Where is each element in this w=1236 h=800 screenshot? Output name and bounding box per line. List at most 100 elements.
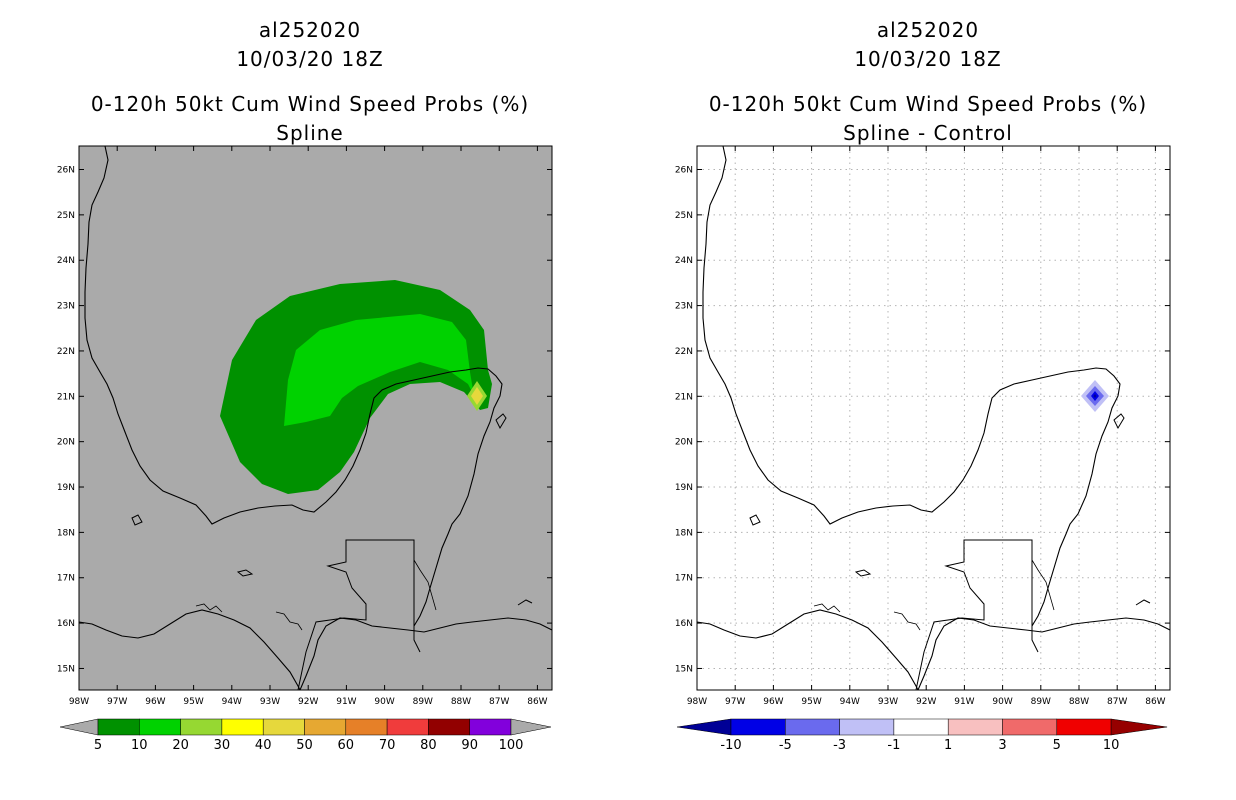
lon-label: 96W	[145, 697, 165, 707]
right-datetime: 10/03/20 18Z	[854, 47, 1002, 71]
colorbar-swatch	[345, 718, 388, 736]
lat-label: 17N	[57, 574, 75, 584]
lon-label: 87W	[489, 697, 509, 707]
left-axis-ticks	[78, 146, 552, 690]
colorbar-label: 10	[131, 738, 148, 753]
colorbar-label: -5	[779, 738, 792, 753]
lat-label: 25N	[675, 211, 693, 221]
right-map-panel: 26N 25N 24N 23N 22N 21N 20N 19N 18N 17N 16N 15N 98W…	[675, 145, 1171, 707]
left-storm-id: al252020	[258, 18, 362, 42]
colorbar-swatch	[893, 718, 949, 736]
right-product-title: 0-120h 50kt Cum Wind Speed Probs (%)	[708, 92, 1148, 116]
lon-label: 90W	[374, 697, 394, 707]
left-map-panel: 26N 25N 24N 23N 22N 21N 20N 19N 18N 17N 16N 15N 98W…	[57, 145, 553, 707]
colorbar-swatch	[304, 718, 347, 736]
lat-label: 18N	[57, 528, 75, 538]
colorbar-swatch	[221, 718, 264, 736]
lon-label: 98W	[687, 697, 707, 707]
colorbar-swatch	[1056, 718, 1112, 736]
left-lon-labels: 98W 97W 96W 95W 94W 93W 92W 91W 90W 89W 88W 87W 86W	[69, 697, 548, 707]
lat-label: 16N	[675, 619, 693, 629]
colorbar-label: 20	[172, 738, 189, 753]
right-axis-ticks	[696, 146, 1170, 690]
colorbar-swatch	[730, 718, 786, 736]
colorbar-low-extend	[676, 718, 732, 736]
right-map-frame	[696, 145, 1171, 691]
lon-label: 96W	[763, 697, 783, 707]
left-subtitle: Spline	[276, 121, 344, 145]
right-colorbar: -10 -5 -3 -1 1 3 5 10	[676, 718, 1168, 753]
lon-label: 91W	[336, 697, 356, 707]
lon-label: 98W	[69, 697, 89, 707]
lon-label: 92W	[916, 697, 936, 707]
colorbar-label: -1	[887, 738, 900, 753]
lon-label: 87W	[1107, 697, 1127, 707]
colorbar-high-extend	[510, 718, 552, 736]
lon-label: 97W	[107, 697, 127, 707]
colorbar-label: -3	[833, 738, 846, 753]
left-map-frame	[78, 145, 553, 691]
lat-label: 21N	[57, 392, 75, 402]
lat-label: 23N	[57, 302, 75, 312]
lon-label: 97W	[725, 697, 745, 707]
colorbar-label: 60	[338, 738, 355, 753]
lat-label: 22N	[675, 347, 693, 357]
right-map-gridlines	[697, 146, 1170, 690]
lat-label: 19N	[57, 483, 75, 493]
lat-label: 26N	[675, 166, 693, 176]
prob-contour-10	[284, 314, 474, 426]
colorbar-swatch	[97, 718, 140, 736]
colorbar-swatch	[469, 718, 512, 736]
lat-label: 25N	[57, 211, 75, 221]
colorbar-low-extend	[59, 718, 99, 736]
colorbar-label: 70	[379, 738, 396, 753]
lat-label: 24N	[675, 256, 693, 266]
prob-contour-30	[471, 387, 483, 405]
lat-label: 15N	[57, 664, 75, 674]
lon-label: 94W	[222, 697, 242, 707]
left-lat-labels: 26N 25N 24N 23N 22N 21N 20N 19N 18N 17N 16N 15N	[57, 166, 75, 675]
diff-contour-minus10	[1093, 394, 1097, 398]
lat-label: 24N	[57, 256, 75, 266]
colorbar-swatch	[785, 718, 840, 736]
lon-label: 93W	[260, 697, 280, 707]
lat-label: 15N	[675, 664, 693, 674]
lon-label: 91W	[954, 697, 974, 707]
lat-label: 26N	[57, 166, 75, 176]
left-colorbar: 5 10 20 30 40 50 60 70 80 90 100	[59, 718, 552, 753]
colorbar-label: 5	[94, 738, 102, 753]
colorbar-swatch	[839, 718, 895, 736]
lat-label: 16N	[57, 619, 75, 629]
lon-label: 89W	[1031, 697, 1051, 707]
colorbar-swatch	[262, 718, 305, 736]
lat-label: 20N	[675, 438, 693, 448]
lat-label: 20N	[57, 438, 75, 448]
right-subtitle: Spline - Control	[843, 121, 1013, 145]
lon-label: 89W	[413, 697, 433, 707]
lon-label: 92W	[298, 697, 318, 707]
colorbar-label: 30	[214, 738, 231, 753]
colorbar-label: 10	[1103, 738, 1120, 753]
right-map-background	[697, 146, 1170, 690]
right-storm-id: al252020	[876, 18, 980, 42]
lon-label: 86W	[527, 697, 547, 707]
lon-label: 94W	[840, 697, 860, 707]
lat-label: 17N	[675, 574, 693, 584]
lat-label: 22N	[57, 347, 75, 357]
right-lat-labels: 26N 25N 24N 23N 22N 21N 20N 19N 18N 17N 16N 15N	[675, 166, 693, 675]
colorbar-swatch	[428, 718, 470, 736]
colorbar-swatch	[139, 718, 181, 736]
lon-label: 95W	[183, 697, 203, 707]
lon-label: 93W	[878, 697, 898, 707]
left-title-block: al252020 10/03/20 18Z 0-120h 50kt Cum Wi…	[60, 16, 560, 148]
colorbar-label: 100	[499, 738, 524, 753]
colorbar-label: 40	[255, 738, 272, 753]
colorbar-high-extend	[1110, 718, 1168, 736]
colorbar-swatch	[1002, 718, 1058, 736]
lon-label: 95W	[801, 697, 821, 707]
colorbar-label: 90	[461, 738, 478, 753]
lon-label: 90W	[992, 697, 1012, 707]
colorbar-swatch	[180, 718, 223, 736]
colorbar-label: 5	[1053, 738, 1061, 753]
